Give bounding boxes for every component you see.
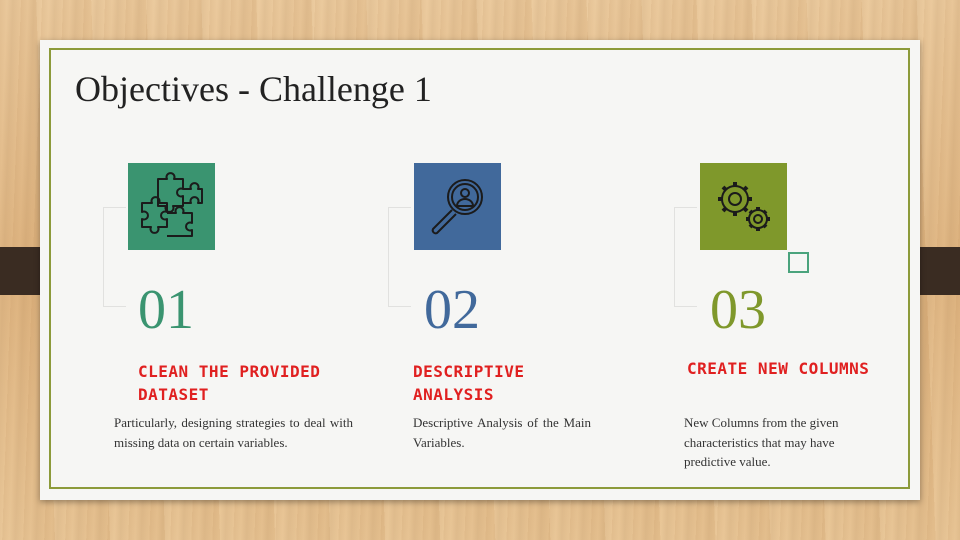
objective-2-heading-line2: ANALYSIS — [413, 385, 495, 404]
objective-1-description: Particularly, designing strategies to de… — [114, 415, 353, 450]
decorative-square — [788, 252, 809, 273]
objective-2-heading: DESCRIPTIVE ANALYSIS — [413, 360, 613, 406]
objective-3-description-line2: characteristics that may have — [684, 434, 835, 450]
gears-icon — [700, 163, 787, 250]
objective-2-description: Descriptive Analysis of the Main Variabl… — [413, 415, 591, 450]
slide-frame — [49, 48, 910, 489]
objective-3-description: New Columns from the given characteristi… — [684, 413, 884, 472]
objective-3-description-line3: predictive value. — [684, 454, 771, 469]
objective-1-heading: CLEAN THE PROVIDED DATASET — [138, 360, 368, 406]
objective-3-heading-line1: CREATE NEW COLUMNS — [687, 359, 870, 378]
objective-1-icon-tile — [128, 163, 215, 250]
objective-2-icon-tile — [414, 163, 501, 250]
objective-3-number: 03 — [710, 279, 766, 341]
objective-3-description-line1: New Columns from the given — [684, 415, 839, 430]
objective-1-heading-line2: DATASET — [138, 385, 209, 404]
objective-1-heading-line1: CLEAN THE PROVIDED — [138, 362, 321, 381]
objective-2-number: 02 — [424, 279, 480, 341]
bracket-decoration-3 — [674, 207, 697, 307]
bracket-decoration-2 — [388, 207, 411, 307]
magnifier-person-icon — [414, 163, 501, 250]
objective-2-heading-line1: DESCRIPTIVE — [413, 362, 525, 381]
objective-3-heading: CREATE NEW COLUMNS — [687, 357, 907, 380]
bracket-decoration-1 — [103, 207, 126, 307]
objective-3-icon-tile — [700, 163, 787, 250]
objective-1-number: 01 — [138, 279, 194, 341]
puzzle-icon — [128, 163, 215, 250]
slide: Objectives - Challenge 1 01 CLEAN THE PR… — [40, 40, 920, 500]
slide-title: Objectives - Challenge 1 — [75, 69, 432, 109]
